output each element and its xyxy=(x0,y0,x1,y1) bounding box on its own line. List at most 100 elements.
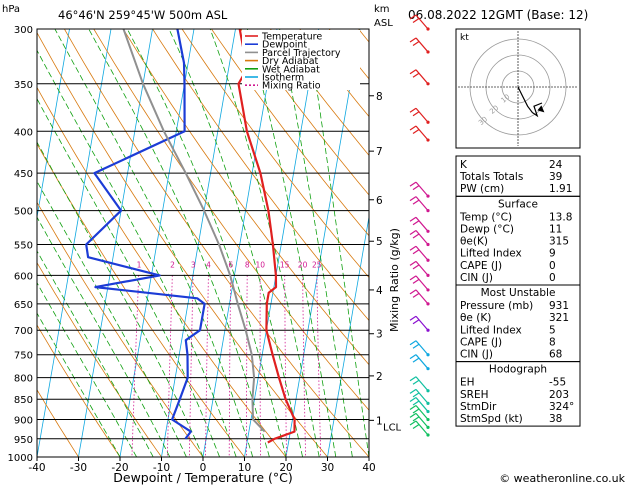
mixing-ratio-label: 1 xyxy=(137,260,142,269)
stat-label: CIN (J) xyxy=(460,272,493,284)
wind-barbs xyxy=(409,14,430,437)
wind-barb xyxy=(409,275,430,292)
indices-box: K 24 Totals Totals 39 PW (cm) 1.91 xyxy=(455,155,581,197)
stat-label: Pressure (mb) xyxy=(460,300,533,312)
dry-adiabat-line xyxy=(181,29,369,279)
stat-value: 38 xyxy=(549,413,562,425)
km-tick-label: 2 xyxy=(376,371,383,383)
legend-entry-label: Isotherm xyxy=(262,73,304,84)
wind-barb xyxy=(409,14,430,31)
mixing-ratio-axis-label: Mixing Ratio (g/kg) xyxy=(388,228,401,332)
stat-value: 0 xyxy=(549,272,556,284)
km-tick-label: 5 xyxy=(376,236,383,248)
wind-barb xyxy=(409,354,430,371)
stat-label: θe (K) xyxy=(460,312,491,324)
wind-barb xyxy=(409,69,430,86)
legend-entry-label: Mixing Ratio xyxy=(262,81,321,92)
temperature-tick-label: -30 xyxy=(70,462,87,474)
temperature-tick-label: -10 xyxy=(153,462,170,474)
stat-label: PW (cm) xyxy=(460,183,504,195)
temperature-tick-label: 30 xyxy=(321,462,334,474)
km-tick-label: 3 xyxy=(376,329,383,341)
temperature-tick-label: 20 xyxy=(279,462,292,474)
storm-motion-arrow xyxy=(537,105,545,113)
hodograph-trace xyxy=(517,86,543,118)
wet-adiabat-line xyxy=(126,29,287,457)
asl-unit-label: ASL xyxy=(374,18,393,29)
profiles xyxy=(85,29,296,444)
pressure-tick-label: 1000 xyxy=(8,453,33,464)
temperature-tick-label: -20 xyxy=(111,462,128,474)
km-tick-label: 8 xyxy=(376,91,383,103)
stat-label: CAPE (J) xyxy=(460,336,502,348)
mixing-ratio-labels: 1 2 3 4 6 8 10 15 20 25 xyxy=(137,260,322,269)
wind-barb xyxy=(409,315,430,332)
hodograph-ring-label: 20 xyxy=(488,104,500,116)
dry-adiabat-line xyxy=(37,324,121,457)
stat-label: Lifted Index xyxy=(460,248,522,260)
pressure-tick-label: 850 xyxy=(14,395,33,406)
stat-value: 11 xyxy=(549,224,562,236)
legend-entry-label: Dry Adiabat xyxy=(262,56,319,67)
temperature-tick-label: 40 xyxy=(362,462,375,474)
wet-adiabat-line xyxy=(37,141,204,457)
stat-label: EH xyxy=(460,377,475,389)
mixing-ratio-label: 8 xyxy=(245,260,250,269)
wind-barb xyxy=(409,229,430,247)
pressure-tick-label: 500 xyxy=(14,207,33,218)
km-tick-label: 7 xyxy=(376,146,383,158)
mixing-ratio-label: 3 xyxy=(191,260,196,269)
stat-label: SREH xyxy=(460,389,489,401)
stat-label: θe(K) xyxy=(460,236,488,248)
wind-barb xyxy=(409,216,430,233)
stat-value: 5 xyxy=(549,324,556,336)
isotherm-line xyxy=(78,29,153,457)
wind-barb xyxy=(409,412,430,429)
pressure-tick-label: 350 xyxy=(14,80,33,91)
section-title: Surface xyxy=(498,198,538,210)
km-tick-label: 1 xyxy=(376,415,383,427)
stat-value: 931 xyxy=(549,300,569,312)
stat-value: 24 xyxy=(549,159,563,171)
lcl-label: LCL xyxy=(383,423,402,434)
pressure-tick-label: 700 xyxy=(14,326,33,337)
stat-label: StmDir xyxy=(460,401,497,413)
pressure-tick-label: 900 xyxy=(14,416,33,427)
pressure-tick-label: 400 xyxy=(14,127,33,138)
temperature-tick-label: -40 xyxy=(28,462,45,474)
wind-barb xyxy=(409,107,430,124)
stat-value: 1.91 xyxy=(549,183,572,195)
wind-barb xyxy=(409,340,430,357)
isotherm-line xyxy=(161,29,236,457)
wind-barb xyxy=(409,196,430,213)
mixing-ratio-line xyxy=(284,275,287,457)
wind-barb xyxy=(409,125,430,142)
isotherm-line xyxy=(285,29,361,457)
wind-barb xyxy=(409,376,430,393)
stat-value: 13.8 xyxy=(549,211,572,223)
section-title: Most Unstable xyxy=(481,287,556,299)
legend-entry-label: Wet Adiabat xyxy=(262,64,320,75)
parcel-trajectory-profile xyxy=(122,29,266,433)
stat-value: 315 xyxy=(549,236,569,248)
legend-entry-label: Temperature xyxy=(261,32,322,43)
wind-barb xyxy=(409,37,430,54)
hodograph-ring-label: 30 xyxy=(477,115,489,127)
wet-adiabat-line xyxy=(246,29,337,457)
hodograph-unit-label: kt xyxy=(460,33,469,43)
pressure-ticks: 300 350 400 450 500 550 600 650 700 750 800 850 900 9… xyxy=(8,25,33,464)
pressure-tick-label: 550 xyxy=(14,240,33,251)
dewpoint-profile xyxy=(85,29,206,440)
stat-label: CAPE (J) xyxy=(460,260,502,272)
hodograph-box: Hodograph EH -55 SREH 203 StmDir 324° StmSpd (k… xyxy=(455,361,581,427)
hodograph-ring-label: 10 xyxy=(500,93,512,105)
pressure-tick-label: 650 xyxy=(14,300,33,311)
stat-value: 9 xyxy=(549,248,556,260)
mixing-ratio-label: 25 xyxy=(312,260,322,269)
section-title: Hodograph xyxy=(489,364,547,376)
